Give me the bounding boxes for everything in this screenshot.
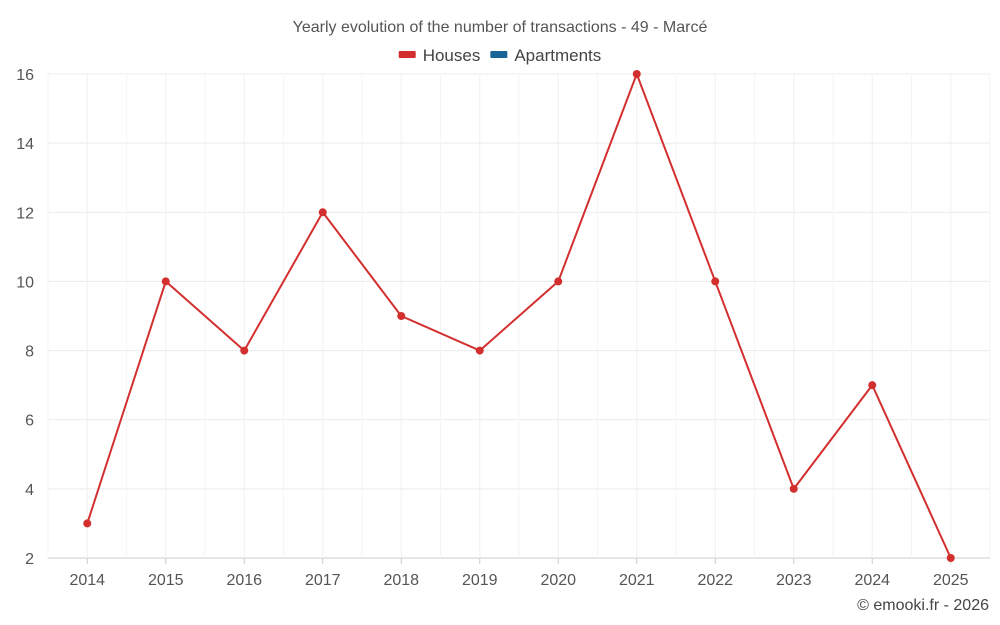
legend-swatch-apartments: [490, 51, 508, 58]
x-tick-label: 2014: [69, 572, 105, 589]
data-point-houses-2020[interactable]: [554, 277, 563, 286]
legend[interactable]: Houses Apartments: [398, 46, 602, 65]
x-tick-label: 2025: [933, 572, 969, 589]
x-tick-label: 2024: [854, 572, 890, 589]
data-point-houses-2016[interactable]: [240, 346, 249, 355]
x-tick-label: 2019: [462, 572, 498, 589]
credit-text: © emooki.fr - 2026: [857, 597, 989, 614]
data-point-houses-2021[interactable]: [632, 70, 641, 78]
y-tick-label: 16: [16, 67, 34, 84]
x-tick-label: 2017: [305, 572, 341, 589]
x-tick-label: 2015: [148, 572, 184, 589]
data-point-houses-2018[interactable]: [397, 312, 406, 320]
y-tick-label: 2: [25, 551, 34, 568]
data-point-houses-2014[interactable]: [83, 519, 92, 528]
data-point-houses-2022[interactable]: [711, 277, 720, 286]
legend-label-apartments: Apartments: [514, 46, 601, 65]
x-tick-label: 2020: [540, 572, 576, 589]
y-tick-label: 8: [25, 344, 34, 361]
x-tick-label: 2018: [383, 572, 419, 589]
x-tick-label: 2021: [619, 572, 655, 589]
legend-item-houses[interactable]: Houses: [398, 46, 481, 65]
legend-label-houses: Houses: [423, 46, 481, 65]
series-line-houses: [86, 73, 952, 559]
y-tick-label: 14: [16, 136, 34, 153]
x-tick-label: 2023: [776, 572, 812, 589]
legend-swatch-houses: [398, 51, 416, 58]
series: [83, 70, 955, 562]
data-point-houses-2015[interactable]: [161, 277, 170, 286]
y-tick-label: 10: [16, 274, 34, 291]
data-point-houses-2019[interactable]: [475, 346, 484, 355]
legend-item-apartments[interactable]: Apartments: [490, 46, 601, 65]
axes: 2 4 6 8 10 12 14 16 2014 2015 2016 2017 2018 2019 2020…: [16, 67, 968, 589]
data-point-houses-2024[interactable]: [868, 381, 877, 390]
data-point-houses-2017[interactable]: [318, 208, 327, 217]
y-tick-label: 4: [25, 482, 34, 499]
chart-title: Yearly evolution of the number of transa…: [293, 19, 708, 36]
x-tick-label: 2016: [226, 572, 262, 589]
x-tick-label: 2022: [697, 572, 733, 589]
y-tick-label: 12: [16, 205, 34, 222]
y-tick-label: 6: [25, 413, 34, 430]
data-point-houses-2023[interactable]: [789, 484, 798, 493]
data-point-houses-2025[interactable]: [946, 554, 955, 562]
